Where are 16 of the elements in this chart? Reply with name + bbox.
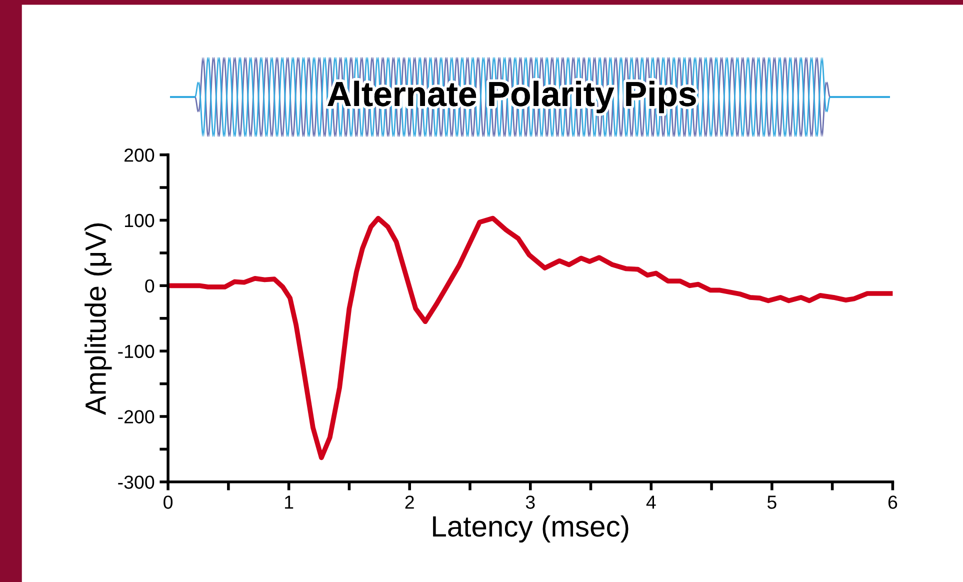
y-tick-label: -300 <box>118 476 154 489</box>
y-tick-label: -200 <box>118 410 154 424</box>
x-tick-label: 5 <box>767 496 776 509</box>
y-axis-title: Amplitude (μV) <box>84 223 112 416</box>
x-axis-title: Latency (msec) <box>433 515 628 543</box>
y-tick-label: 0 <box>145 279 154 293</box>
x-tick-label: 6 <box>888 496 898 509</box>
y-tick-label: 200 <box>124 148 154 162</box>
y-tick-label: 100 <box>125 214 154 228</box>
x-tick-label: 4 <box>646 496 656 509</box>
y-tick-label: -100 <box>118 344 154 358</box>
x-tick-label: 3 <box>526 496 535 509</box>
line-series <box>168 216 893 460</box>
x-tick-label: 2 <box>405 496 414 509</box>
x-tick-label: 0 <box>164 496 173 509</box>
x-tick-label: 1 <box>285 496 294 509</box>
